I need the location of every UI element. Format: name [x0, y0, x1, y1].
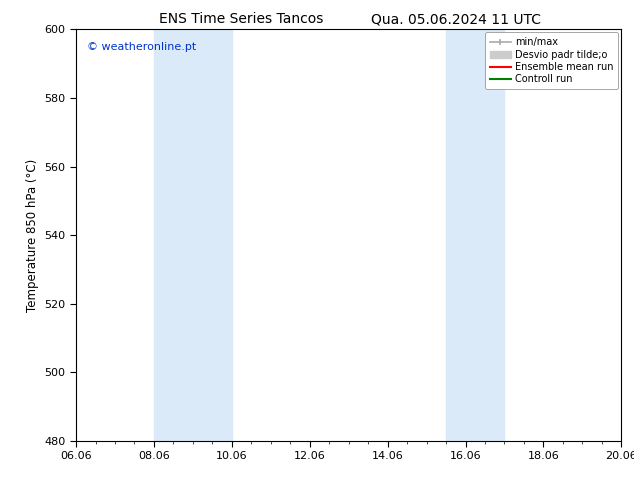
- Text: Qua. 05.06.2024 11 UTC: Qua. 05.06.2024 11 UTC: [372, 12, 541, 26]
- Legend: min/max, Desvio padr tilde;o, Ensemble mean run, Controll run: min/max, Desvio padr tilde;o, Ensemble m…: [485, 32, 618, 89]
- Text: ENS Time Series Tancos: ENS Time Series Tancos: [158, 12, 323, 26]
- Bar: [446, 29, 505, 441]
- Text: © weatheronline.pt: © weatheronline.pt: [87, 42, 197, 52]
- Y-axis label: Temperature 850 hPa (°C): Temperature 850 hPa (°C): [26, 159, 39, 312]
- Bar: [154, 29, 232, 441]
